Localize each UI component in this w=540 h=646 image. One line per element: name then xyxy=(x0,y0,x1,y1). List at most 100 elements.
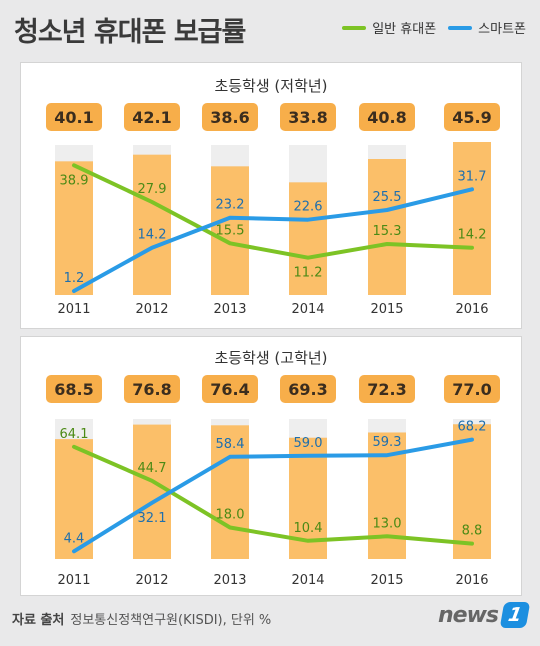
bar-total xyxy=(55,161,93,295)
total-label: 42.1 xyxy=(132,108,171,127)
x-tick-label: 2016 xyxy=(455,573,488,588)
x-tick-label: 2011 xyxy=(57,302,90,317)
bar-total xyxy=(368,159,406,295)
total-label: 77.0 xyxy=(452,380,491,399)
total-label: 40.8 xyxy=(367,108,406,127)
data-label-feature-phone: 27.9 xyxy=(138,182,167,197)
chart-svg: 초등학생 (고학년) 68.5 2011 76.8 2012 76.4 2013 69.3 20… xyxy=(46,349,500,588)
point-smartphone xyxy=(73,290,75,292)
data-label-feature-phone: 38.9 xyxy=(60,173,89,188)
data-label-feature-phone: 14.2 xyxy=(458,228,487,243)
logo-badge: 1 xyxy=(499,602,531,628)
total-label: 40.1 xyxy=(54,108,93,127)
point-smartphone xyxy=(151,247,153,249)
point-smartphone xyxy=(73,550,75,552)
panel-title: 초등학생 (저학년) xyxy=(214,77,327,95)
total-label: 72.3 xyxy=(367,380,406,399)
total-label: 33.8 xyxy=(288,108,327,127)
point-smartphone xyxy=(386,454,388,456)
source-note: 자료 출처 정보통신정책연구원(KISDI), 단위 % xyxy=(12,609,271,628)
x-tick-label: 2013 xyxy=(213,573,246,588)
point-feature-phone xyxy=(471,247,473,249)
total-box xyxy=(46,103,102,131)
bar-total xyxy=(289,182,327,295)
line-smartphone xyxy=(72,187,474,293)
total-box xyxy=(124,375,180,403)
total-box xyxy=(46,375,102,403)
point-smartphone xyxy=(151,502,153,504)
total-box xyxy=(202,103,258,131)
bar-total xyxy=(211,166,249,295)
point-smartphone xyxy=(229,456,231,458)
logo-text: news xyxy=(437,602,499,628)
bar-total xyxy=(211,425,249,559)
data-label-feature-phone: 10.4 xyxy=(294,521,323,536)
total-box xyxy=(202,375,258,403)
bar-total xyxy=(453,142,491,295)
point-feature-phone xyxy=(307,540,309,542)
x-tick-label: 2011 xyxy=(57,573,90,588)
point-feature-phone xyxy=(73,446,75,448)
bar-total xyxy=(453,424,491,559)
legend: 일반 휴대폰 스마트폰 xyxy=(342,18,526,37)
total-label: 68.5 xyxy=(54,380,93,399)
data-label-smartphone: 14.2 xyxy=(138,228,167,243)
data-label-feature-phone: 18.0 xyxy=(216,508,245,523)
point-feature-phone xyxy=(471,543,473,545)
data-label-smartphone: 68.2 xyxy=(458,420,487,435)
data-label-smartphone: 4.4 xyxy=(64,531,85,546)
x-tick-label: 2012 xyxy=(135,302,168,317)
bar-total xyxy=(133,424,171,559)
line-feature-phone xyxy=(72,163,474,260)
x-tick-label: 2014 xyxy=(291,302,324,317)
x-tick-label: 2014 xyxy=(291,573,324,588)
panel-lower-grades: 초등학생 (저학년) 40.1 2011 42.1 2012 38.6 2013 33.8 20… xyxy=(20,62,522,329)
data-label-feature-phone: 44.7 xyxy=(138,461,167,476)
data-label-smartphone: 1.2 xyxy=(64,271,85,286)
point-feature-phone xyxy=(229,527,231,528)
point-smartphone xyxy=(471,439,473,441)
chart-svg: 초등학생 (저학년) 40.1 2011 42.1 2012 38.6 2013 33.8 20… xyxy=(46,77,500,317)
line-feature-phone xyxy=(72,444,474,546)
total-box xyxy=(444,375,500,403)
total-label: 69.3 xyxy=(288,380,327,399)
total-box xyxy=(359,375,415,403)
total-box xyxy=(359,103,415,131)
bar-total xyxy=(133,154,171,295)
x-tick-label: 2015 xyxy=(370,573,403,588)
data-label-feature-phone: 64.1 xyxy=(60,427,89,442)
panel-upper-grades: 초등학생 (고학년) 68.5 2011 76.8 2012 76.4 2013 69.3 20… xyxy=(20,336,522,596)
data-label-feature-phone: 13.0 xyxy=(373,516,402,531)
point-smartphone xyxy=(307,455,309,457)
total-box xyxy=(280,103,336,131)
data-label-feature-phone: 11.2 xyxy=(294,266,323,281)
panel-title: 초등학생 (고학년) xyxy=(214,349,327,367)
data-label-smartphone: 32.1 xyxy=(138,511,167,526)
data-label-feature-phone: 15.3 xyxy=(373,224,402,239)
point-feature-phone xyxy=(307,257,309,259)
data-label-smartphone: 59.0 xyxy=(294,436,323,451)
point-feature-phone xyxy=(386,243,388,245)
point-feature-phone xyxy=(151,480,153,482)
x-tick-label: 2015 xyxy=(370,302,403,317)
legend-item-feature: 일반 휴대폰 xyxy=(342,18,436,37)
data-label-smartphone: 58.4 xyxy=(216,437,245,452)
legend-label-feature: 일반 휴대폰 xyxy=(372,22,437,37)
point-feature-phone xyxy=(229,242,231,244)
legend-swatch-smart xyxy=(448,25,473,30)
legend-label-smart: 스마트폰 xyxy=(478,22,526,37)
total-box xyxy=(444,103,500,131)
total-label: 76.4 xyxy=(210,380,249,399)
data-label-smartphone: 22.6 xyxy=(294,200,323,215)
x-tick-label: 2012 xyxy=(135,573,168,588)
total-box xyxy=(280,375,336,403)
data-label-smartphone: 59.3 xyxy=(373,435,402,450)
total-label: 45.9 xyxy=(452,108,491,127)
source-label: 자료 출처 xyxy=(12,613,65,628)
data-label-feature-phone: 15.5 xyxy=(216,223,245,238)
total-label: 38.6 xyxy=(210,108,249,127)
point-smartphone xyxy=(471,188,473,190)
line-smartphone xyxy=(72,437,474,554)
data-label-smartphone: 23.2 xyxy=(216,198,245,213)
data-label-smartphone: 25.5 xyxy=(373,190,402,205)
